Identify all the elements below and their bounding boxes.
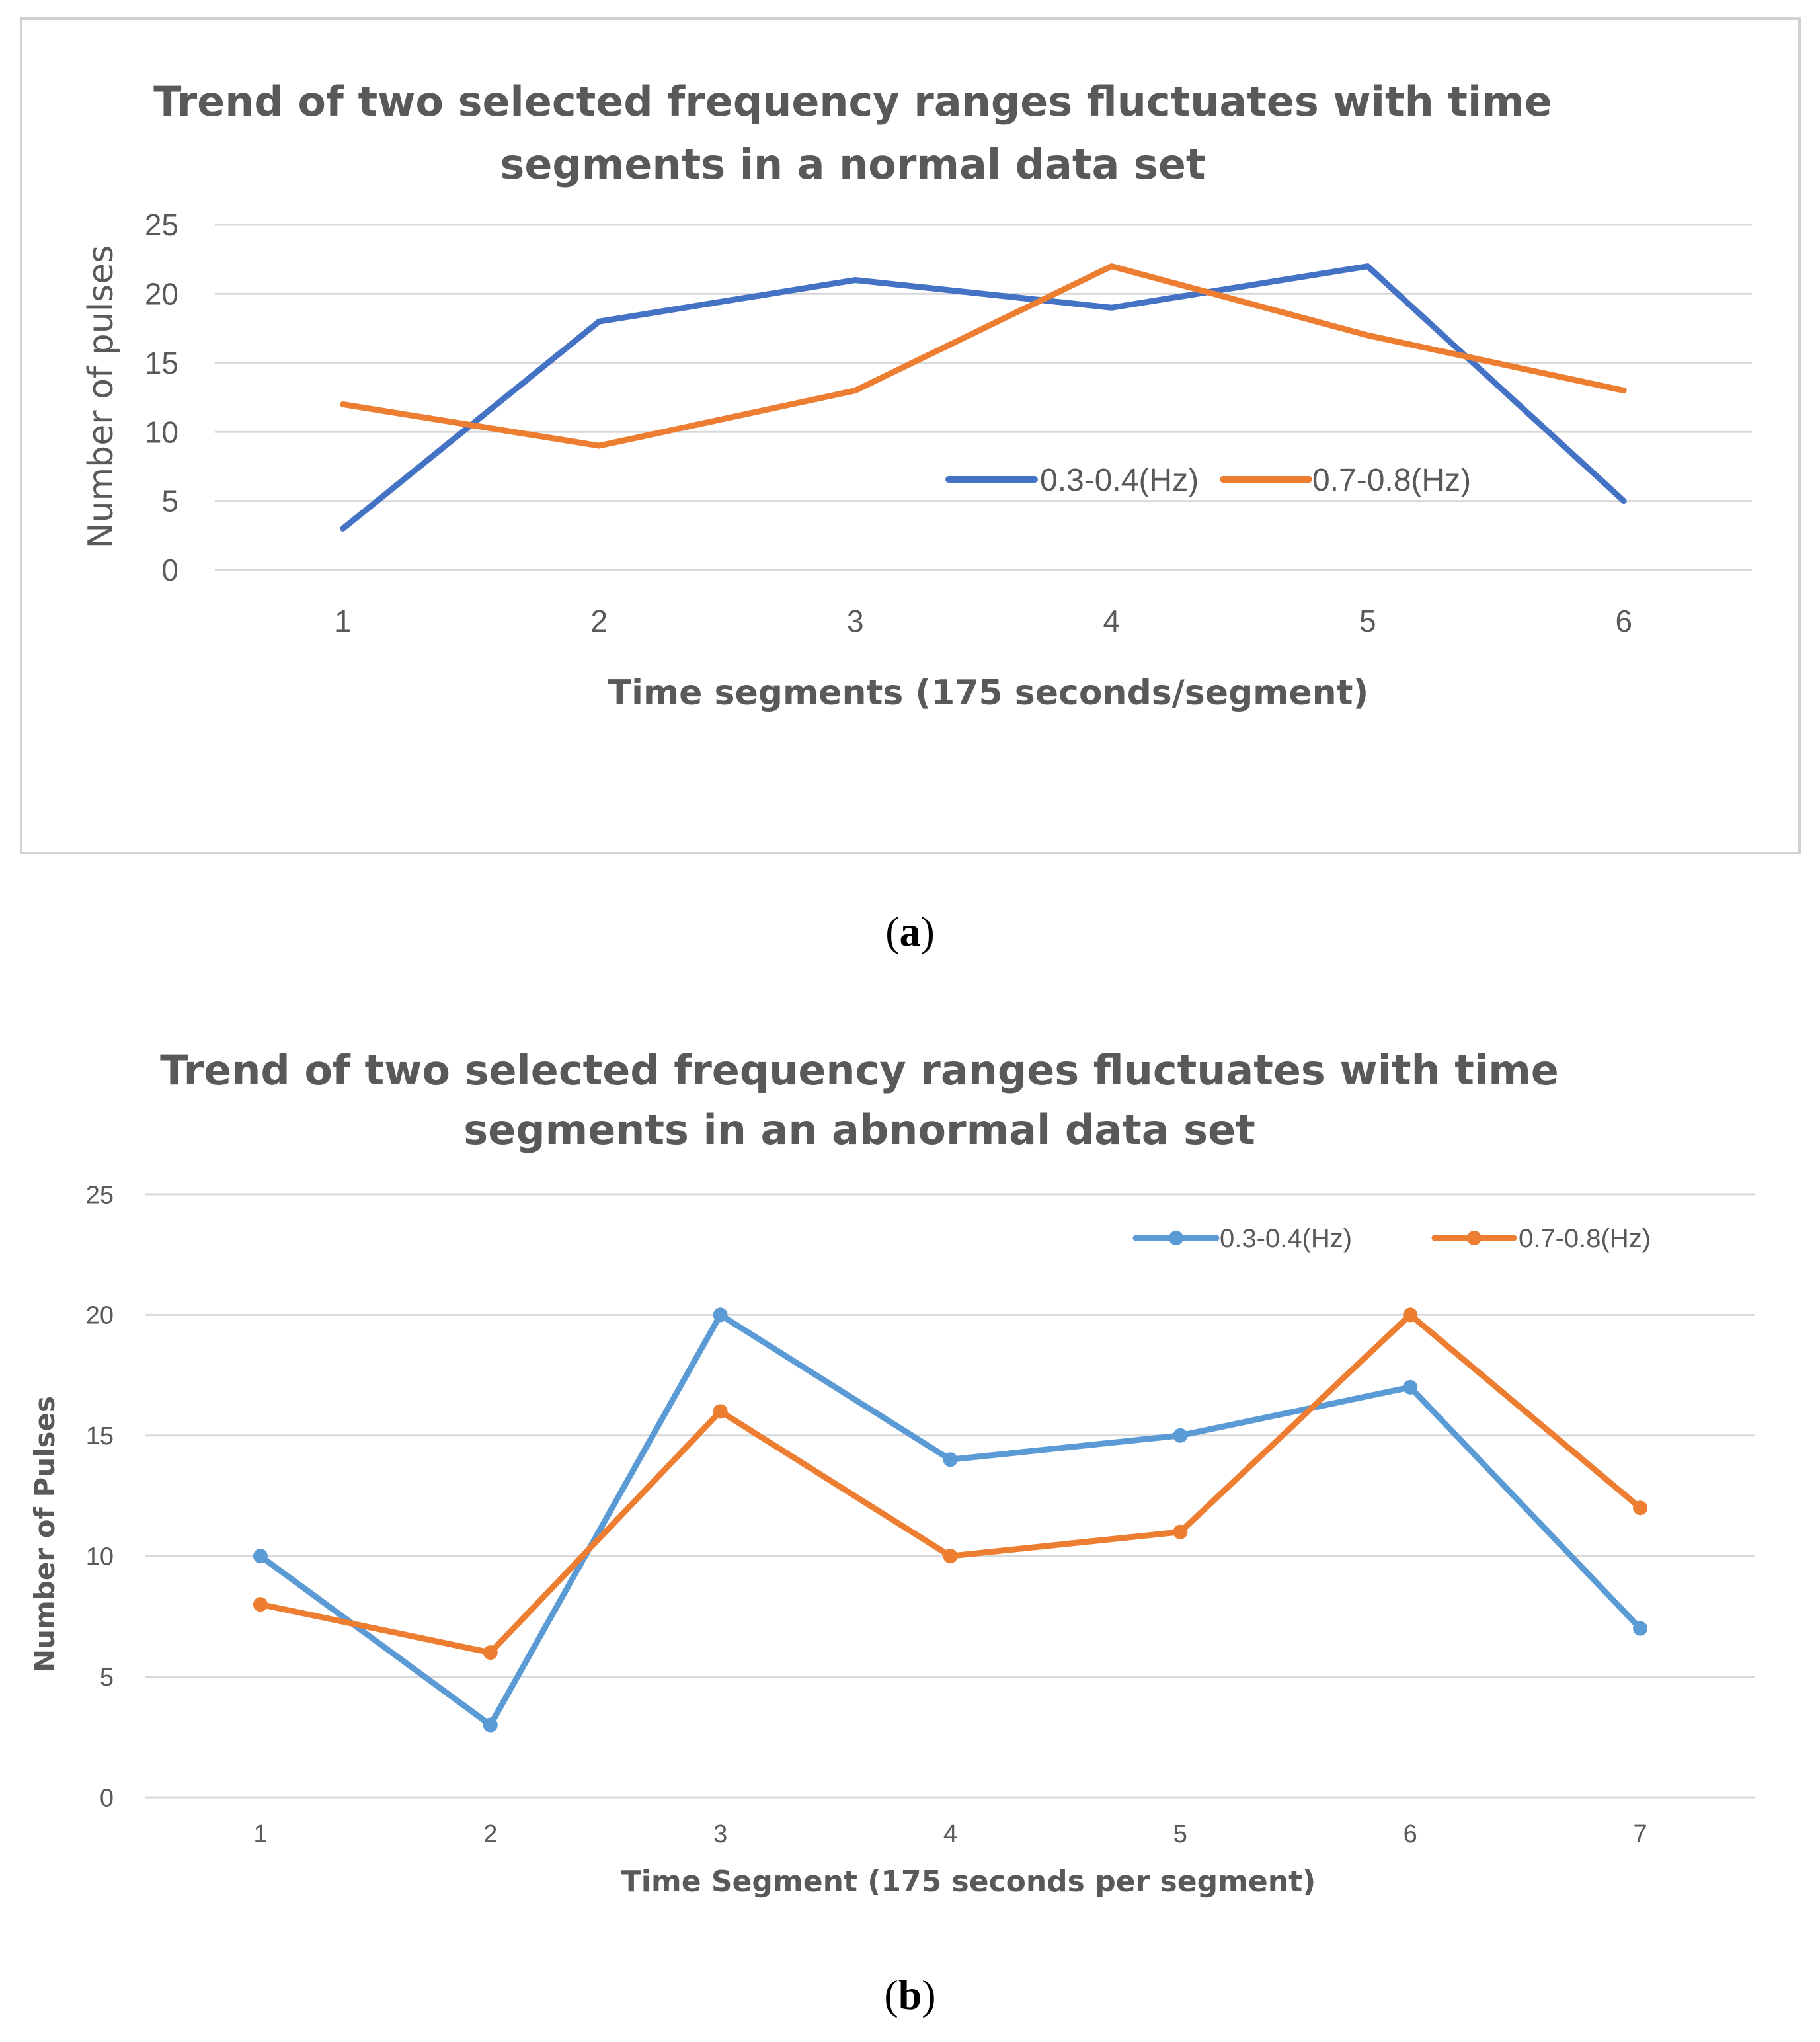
chart-b-series-2-point	[713, 1404, 728, 1419]
caption-b-letter: b	[898, 1971, 922, 2018]
chart-a-legend-label-1: 0.3-0.4(Hz)	[1040, 463, 1199, 498]
chart-a-y-axis-label: Number of pulses	[81, 245, 121, 549]
chart-a-y-tick-label: 25	[145, 208, 178, 242]
caption-a-letter: a	[899, 908, 921, 955]
chart-b-x-tick-label: 1	[253, 1820, 267, 1848]
chart-b-y-axis-label: Number of Pulses	[28, 1396, 61, 1672]
chart-b-x-axis-label: Time Segment (175 seconds per segment)	[621, 1865, 1316, 1899]
chart-b-series-2-point	[253, 1597, 268, 1612]
chart-b-series-1-point	[1403, 1379, 1418, 1395]
chart-b-legend-label-2: 0.7-0.8(Hz)	[1519, 1224, 1651, 1253]
chart-b-series-1-point	[713, 1307, 728, 1323]
chart-b-legend-marker-1	[1169, 1231, 1183, 1245]
chart-b-x-tick-label: 4	[943, 1820, 957, 1848]
caption-a-close: )	[920, 908, 935, 955]
chart-b-x-tick-label: 7	[1634, 1820, 1647, 1848]
chart-b-legend: 0.3-0.4(Hz) 0.7-0.8(Hz)	[1132, 1224, 1651, 1253]
chart-b-title-line-2: segments in an abnormal data set	[463, 1106, 1255, 1154]
chart-a: Trend of two selected frequency ranges f…	[20, 17, 1801, 854]
chart-b-y-tick-label: 0	[100, 1784, 114, 1812]
chart-b-series-2-point	[943, 1549, 958, 1564]
chart-a-y-tick-label: 20	[145, 277, 178, 311]
chart-b-y-tick-label: 10	[86, 1543, 114, 1571]
chart-a-frame	[20, 17, 1801, 854]
chart-b-x-tick-label: 6	[1404, 1820, 1417, 1848]
chart-b-x-tick-label: 2	[483, 1820, 497, 1848]
caption-a-open: (	[885, 908, 900, 955]
chart-a-title-line-1: Trend of two selected frequency ranges f…	[153, 77, 1552, 126]
chart-a-x-tick-label: 5	[1359, 604, 1376, 638]
chart-b-y-tick-label: 20	[86, 1302, 114, 1330]
caption-b: (b)	[0, 1971, 1820, 2020]
caption-b-close: )	[922, 1971, 936, 2018]
chart-a-series-2-line	[340, 263, 1627, 449]
chart-a-y-tick-label: 0	[161, 553, 178, 587]
chart-b-series-2-point	[1173, 1524, 1188, 1539]
chart-b-series-2-point	[1403, 1307, 1418, 1323]
chart-a-x-tick-label: 1	[335, 604, 352, 638]
chart-b-y-tick-label: 25	[86, 1181, 114, 1209]
chart-a-series-1-line	[340, 263, 1627, 532]
chart-b-y-tick-label: 15	[86, 1422, 114, 1450]
chart-b-series-1-point	[1173, 1428, 1188, 1443]
chart-b: Trend of two selected frequency ranges f…	[28, 1046, 1755, 1899]
chart-a-legend: 0.3-0.4(Hz) 0.7-0.8(Hz)	[945, 463, 1471, 498]
chart-a-x-tick-label: 3	[847, 604, 864, 638]
chart-a-y-tick-label: 15	[145, 346, 178, 380]
chart-a-title-line-2: segments in a normal data set	[500, 140, 1205, 188]
chart-a-x-tick-label: 2	[590, 604, 608, 638]
chart-b-series-2-line	[257, 1311, 1643, 1656]
chart-a-y-tick-label: 10	[145, 415, 178, 449]
chart-b-x-tick-label: 3	[713, 1820, 727, 1848]
chart-b-series-2-point	[1633, 1500, 1648, 1516]
chart-b-legend-label-1: 0.3-0.4(Hz)	[1220, 1224, 1352, 1253]
chart-b-series-1-point	[1633, 1621, 1648, 1636]
chart-b-title-line-1: Trend of two selected frequency ranges f…	[160, 1046, 1559, 1094]
chart-b-y-tick-label: 5	[100, 1664, 114, 1692]
chart-a-y-tick-label: 5	[161, 484, 178, 518]
chart-b-series-1-point	[253, 1549, 268, 1564]
chart-b-series-1-point	[943, 1452, 958, 1467]
chart-b-series-2-point	[483, 1645, 498, 1660]
chart-a-x-axis-label: Time segments (175 seconds/segment)	[608, 673, 1369, 713]
chart-b-series-1-line	[257, 1311, 1643, 1729]
chart-a-x-tick-label: 4	[1103, 604, 1120, 638]
chart-a-x-tick-label: 6	[1615, 604, 1632, 638]
caption-a: (a)	[0, 907, 1820, 956]
caption-b-open: (	[884, 1971, 898, 2018]
chart-b-x-tick-label: 5	[1173, 1820, 1187, 1848]
chart-a-legend-label-2: 0.7-0.8(Hz)	[1312, 463, 1471, 498]
chart-b-series-1-point	[483, 1717, 498, 1733]
chart-b-legend-marker-2	[1467, 1231, 1482, 1245]
